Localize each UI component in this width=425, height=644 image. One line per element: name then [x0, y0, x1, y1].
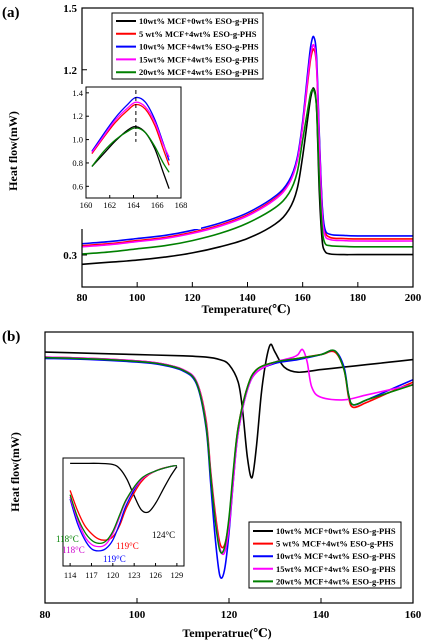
panel-a-inset-x-tick-label: 168	[175, 200, 188, 210]
panel-b-inset-x-tick-label: 114	[64, 570, 77, 580]
panel-a-x-tick-label: 200	[405, 292, 422, 304]
panel-a-inset-x-tick-label: 164	[127, 200, 141, 210]
panel-a-series-line-0	[81, 87, 413, 266]
panel-a-legend-label-1: 5 wt% MCF+4wt% ESO-g-PHS	[139, 29, 257, 39]
panel-a-x-tick-label: 160	[294, 292, 311, 304]
panel-a-inset: 160 162 164 166 168 0.6 0.8 1.0 1.2 1.4	[62, 84, 201, 229]
panel-b-series-line-0	[44, 343, 414, 479]
panel-a-inset-x-tick-label: 166	[151, 200, 164, 210]
panel-a-x-tick-label: 180	[350, 292, 367, 304]
panel-a-legend-box	[111, 12, 264, 80]
panel-a-x-tick-label: 80	[77, 292, 89, 304]
panel-b-legend-label-3: 15wt% MCF+4wt% ESO-g-PHS	[276, 564, 396, 574]
panel-a-y-tick-label: 1.2	[63, 65, 77, 77]
inset-annotation-124: 124°C	[152, 530, 175, 540]
panel-b-legend-label-0: 10wt% MCF+0wt% ESO-g-PHS	[276, 526, 396, 536]
panel-b-x-tick-label: 80	[40, 609, 52, 621]
panel-b-plot-frame	[44, 331, 414, 604]
panel-a-inset-series-line-3	[91, 101, 170, 158]
panel-a-x-tick-label: 100	[129, 292, 146, 304]
panel-a-inset-y-tick-label: 1.0	[72, 135, 83, 145]
panel-a-inset-y-tick-label: 1.4	[72, 88, 83, 98]
panel-a-inset-y-tick-label: 0.6	[72, 181, 83, 191]
panel-a-series-line-4	[81, 88, 413, 255]
panel-b-legend-label-1: 5 wt% MCF+4wt% ESO-g-PHS	[276, 539, 394, 549]
panel-a-legend: 10wt% MCF+0wt% ESO-g-PHS 5 wt% MCF+4wt% E…	[111, 12, 264, 80]
panel-b-label: (b)	[2, 329, 20, 345]
inset-annotation-118-magenta: 118°C	[62, 545, 85, 555]
panel-a-y-tick-label: 1.5	[63, 3, 77, 15]
panel-a-legend-label-2: 10wt% MCF+4wt% ESO-g-PHS	[139, 42, 259, 52]
inset-annotation-119-blue: 119°C	[103, 554, 126, 564]
panel-a-legend-label-4: 20wt% MCF+4wt% ESO-g-PHS	[139, 67, 259, 77]
panel-a-y-axis-title: Heat flow(mW)	[6, 111, 20, 191]
panel-b-inset-x-tick-label: 117	[85, 570, 97, 580]
panel-b: (b) Heat flow(mW) Temperatrue(℃) 80 100 12…	[2, 329, 422, 640]
panel-b-legend: 10wt% MCF+0wt% ESO-g-PHS 5 wt% MCF+4wt% E…	[248, 521, 402, 589]
panel-b-inset-x-tick-label: 129	[171, 570, 184, 580]
panel-b-x-tick-label: 120	[221, 609, 238, 621]
panel-b-inset-frame	[62, 457, 185, 567]
panel-b-legend-label-2: 10wt% MCF+4wt% ESO-g-PHS	[276, 551, 396, 561]
panel-a-inset-x-tick-label: 162	[103, 200, 116, 210]
panel-b-inset-x-tick-label: 120	[106, 570, 119, 580]
panel-a-inset-x-tick-label: 160	[80, 200, 93, 210]
panel-a-y-tick-label: 0.3	[63, 250, 77, 262]
panel-a-legend-label-0: 10wt% MCF+0wt% ESO-g-PHS	[139, 16, 259, 26]
panel-a-inset-y-tick-label: 0.8	[72, 158, 83, 168]
panel-a-label: (a)	[2, 5, 20, 21]
panel-a: (a) Heat flow(mW) Temperature(℃) 80 100 12…	[2, 3, 422, 316]
panel-b-inset-series-line-0	[70, 462, 178, 514]
panel-b-x-tick-label: 140	[313, 609, 330, 621]
panel-b-x-tick-label: 160	[405, 609, 422, 621]
panel-b-inset-x-tick-label: 126	[149, 570, 162, 580]
panel-b-inset: 114 117 120 123 126 129 124°C 119°C 119°C 118…	[54, 455, 187, 592]
panel-b-legend-box	[248, 521, 402, 589]
inset-annotation-118-green: 118°C	[56, 534, 79, 544]
panel-a-inset-y-tick-label: 1.2	[72, 111, 83, 121]
panel-a-x-tick-label: 120	[184, 292, 201, 304]
panel-a-legend-label-3: 15wt% MCF+4wt% ESO-g-PHS	[139, 54, 259, 64]
panel-a-x-axis-title: Temperature(℃)	[201, 302, 290, 316]
panel-b-x-tick-label: 100	[129, 609, 146, 621]
panel-b-series-line-4	[44, 349, 414, 554]
panel-b-legend-label-4: 20wt% MCF+4wt% ESO-g-PHS	[276, 576, 396, 586]
inset-annotation-119-red: 119°C	[116, 541, 139, 551]
panel-b-inset-series-line-4	[69, 464, 177, 544]
panel-a-x-tick-label: 140	[239, 292, 256, 304]
panel-b-y-axis-title: Heat flow(mW)	[8, 432, 22, 512]
panel-b-x-axis-title: Temperatrue(℃)	[182, 626, 271, 640]
panel-a-series-line-3	[81, 43, 414, 248]
panel-b-inset-x-tick-label: 123	[128, 570, 141, 580]
